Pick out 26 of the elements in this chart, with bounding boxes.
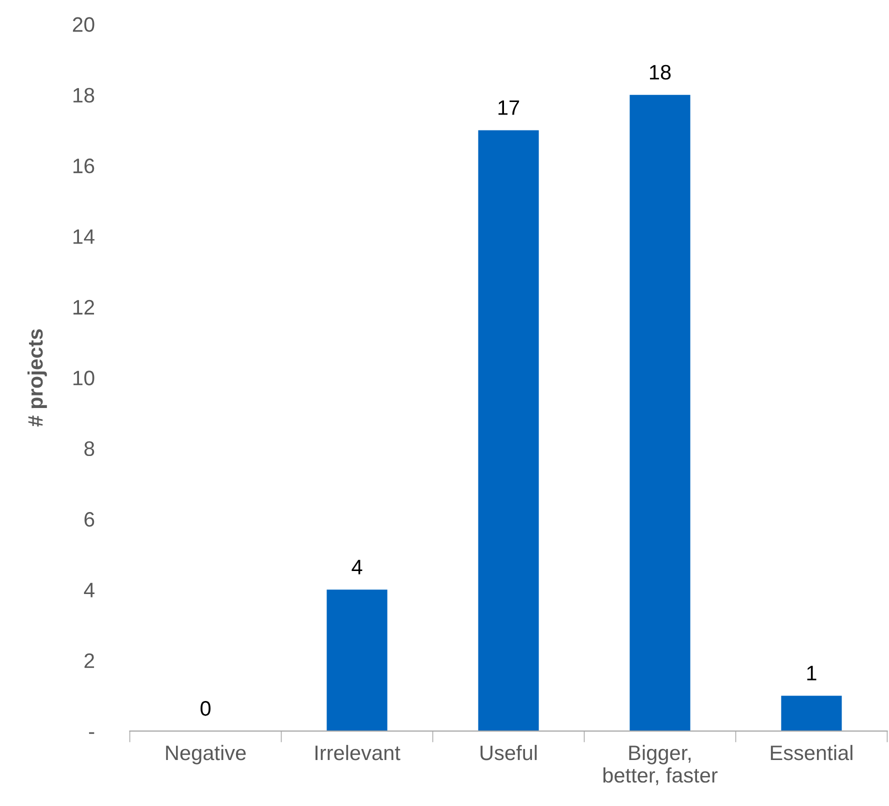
y-tick-label: 4 [84, 582, 94, 598]
bar [478, 130, 539, 732]
y-tick-label: 10 [73, 370, 94, 386]
x-tick-label: Negative [166, 744, 246, 764]
y-tick-label: 6 [84, 512, 94, 527]
y-axis-title: # projects [27, 329, 47, 426]
y-tick-label: 20 [72, 17, 94, 32]
bar [326, 590, 388, 732]
y-tick-label: 8 [84, 441, 94, 456]
data-label: 4 [352, 560, 362, 574]
x-tick-label: Useful [480, 744, 537, 760]
y-tick-label: 16 [73, 158, 94, 174]
x-tick-label: Irrelevant [316, 744, 400, 760]
data-label: 17 [498, 100, 520, 115]
x-tick-label: Bigger, better, faster [603, 744, 718, 786]
y-tick-label: 18 [73, 88, 94, 103]
y-tick-label: 2 [84, 653, 94, 668]
bar [630, 94, 690, 732]
y-tick-label: - [89, 732, 94, 734]
data-label: 0 [200, 701, 211, 716]
y-tick-label: 14 [73, 229, 94, 244]
y-tick-label: 12 [73, 300, 94, 314]
data-label: 1 [807, 666, 816, 680]
x-tick-label: Essential [770, 744, 852, 760]
bar [781, 696, 842, 732]
data-label: 18 [650, 64, 671, 80]
